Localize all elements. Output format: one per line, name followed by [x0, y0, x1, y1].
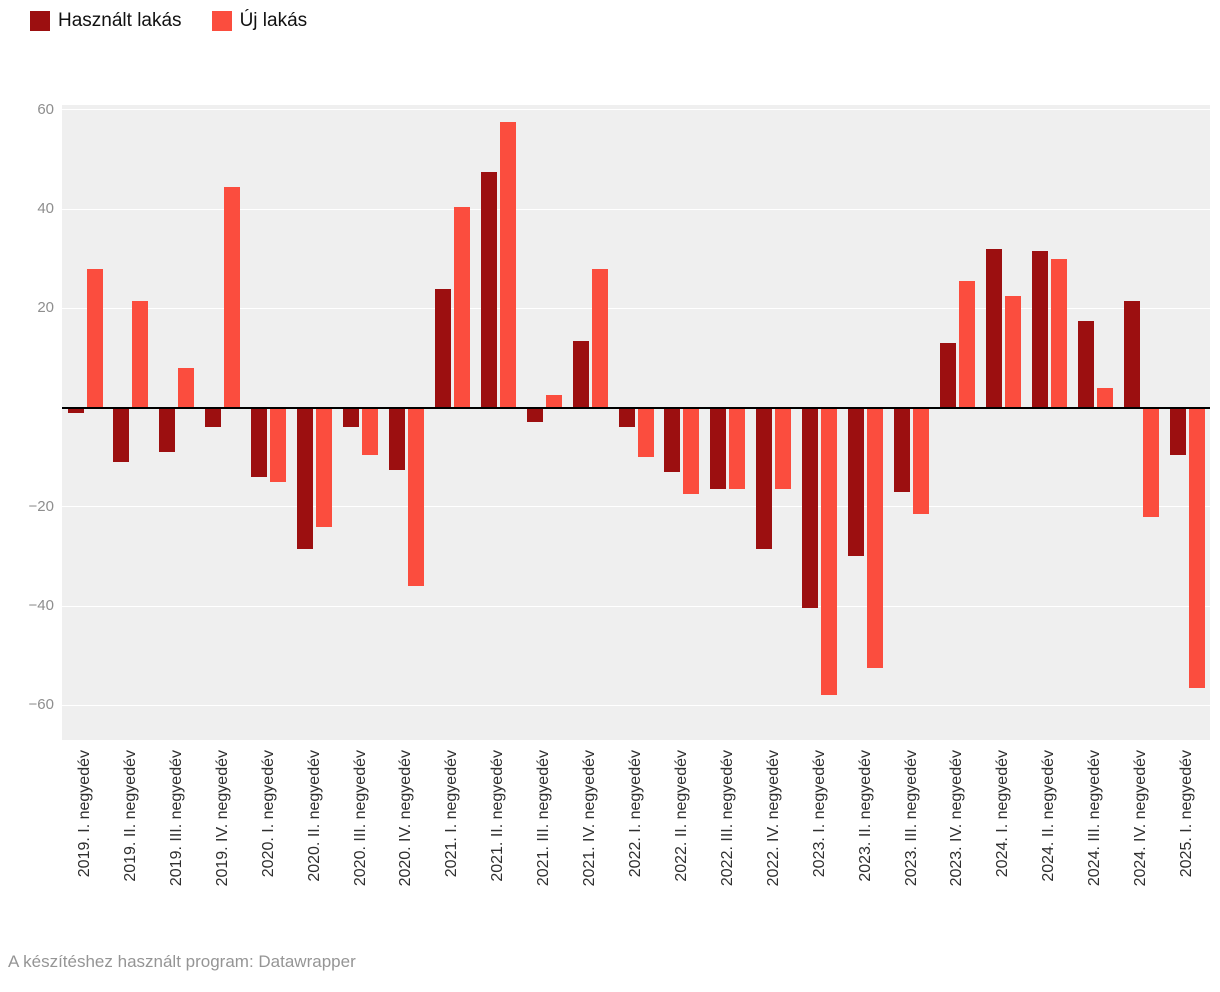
x-tick-label-text: 2020. II. negyedév	[305, 750, 323, 882]
bar-hasznalt-lakas	[710, 407, 727, 490]
bar-hasznalt-lakas	[572, 340, 589, 408]
bar-hasznalt-lakas	[664, 407, 681, 473]
bar-uj-lakas	[453, 206, 470, 408]
y-tick-label: 40	[37, 200, 54, 218]
bar-uj-lakas	[958, 281, 975, 408]
x-tick-label-text: 2019. III. negyedév	[167, 750, 185, 887]
bar-uj-lakas	[1050, 258, 1067, 408]
gridline	[62, 506, 1210, 508]
y-tick-label: −20	[28, 497, 54, 515]
bar-hasznalt-lakas	[526, 407, 543, 423]
bar-hasznalt-lakas	[434, 288, 451, 408]
x-tick-label-text: 2021. I. negyedév	[443, 750, 461, 878]
x-tick-label-text: 2024. I. negyedév	[994, 750, 1012, 878]
bar-uj-lakas	[637, 407, 654, 458]
bar-hasznalt-lakas	[1077, 320, 1094, 408]
bar-uj-lakas	[867, 407, 884, 668]
x-tick-label-text: 2020. IV. negyedév	[397, 750, 415, 887]
bar-uj-lakas	[591, 268, 608, 408]
bar-hasznalt-lakas	[113, 407, 130, 463]
bar-hasznalt-lakas	[894, 407, 910, 492]
x-tick-label-text: 2019. I. negyedév	[76, 750, 93, 878]
bar-uj-lakas	[1142, 407, 1159, 517]
y-tick-label: 20	[37, 299, 54, 317]
gridline	[62, 208, 1210, 210]
attribution-text: A készítéshez használt program: Datawrap…	[8, 952, 356, 971]
legend-label-uj-lakas: Új lakás	[239, 10, 308, 31]
bar-hasznalt-lakas	[205, 407, 222, 428]
bar-uj-lakas	[499, 122, 516, 408]
x-tick-label-text: 2020. III. negyedév	[351, 750, 369, 887]
bar-hasznalt-lakas	[848, 407, 865, 557]
legend-label-hasznalt-lakas: Használt lakás	[58, 10, 182, 31]
bar-uj-lakas	[270, 407, 287, 482]
bar-uj-lakas	[1004, 296, 1021, 408]
bar-hasznalt-lakas	[388, 407, 405, 470]
x-tick-label-text: 2023. II. negyedév	[856, 750, 874, 882]
legend: Használt lakás Új lakás	[30, 10, 307, 32]
legend-swatch-uj-lakas-icon	[211, 11, 232, 31]
x-tick-label-text: 2020. I. negyedév	[259, 750, 277, 878]
legend-item-hasznalt-lakas: Használt lakás	[30, 10, 182, 32]
x-tick-label-text: 2022. II. negyedév	[672, 750, 690, 882]
bar-hasznalt-lakas	[343, 407, 359, 428]
gridline	[62, 704, 1210, 706]
bar-hasznalt-lakas	[1031, 251, 1048, 408]
gridline	[62, 109, 1210, 111]
zero-axis-line	[62, 406, 1210, 409]
bar-hasznalt-lakas	[251, 407, 268, 478]
bar-uj-lakas	[132, 301, 149, 408]
x-tick-label-text: 2023. III. negyedév	[902, 750, 920, 887]
bar-hasznalt-lakas	[939, 343, 956, 408]
x-tick-label-text: 2019. IV. negyedév	[213, 750, 231, 887]
legend-item-uj-lakas: Új lakás	[211, 10, 308, 32]
x-tick-label-text: 2022. IV. negyedév	[764, 750, 782, 887]
x-tick-label-text: 2022. III. negyedév	[718, 750, 736, 887]
bar-hasznalt-lakas	[297, 407, 314, 549]
legend-swatch-hasznalt-lakas-icon	[30, 11, 50, 31]
bar-hasznalt-lakas	[985, 248, 1002, 408]
x-tick-label-text: 2023. IV. negyedév	[948, 750, 966, 887]
x-tick-label-text: 2023. I. negyedév	[810, 750, 828, 878]
y-tick-label: 60	[37, 100, 54, 118]
bar-uj-lakas	[683, 407, 700, 495]
bar-uj-lakas	[86, 268, 103, 408]
x-tick-label-text: 2019. II. negyedév	[121, 750, 139, 882]
bar-hasznalt-lakas	[1123, 301, 1140, 408]
bar-uj-lakas	[775, 407, 792, 490]
y-tick-label: −40	[28, 597, 54, 615]
x-tick-label-text: 2025. I. negyedév	[1178, 750, 1195, 878]
bar-uj-lakas	[913, 407, 929, 515]
bar-hasznalt-lakas	[480, 172, 497, 408]
bar-hasznalt-lakas	[802, 407, 819, 609]
bar-hasznalt-lakas	[67, 407, 84, 413]
bar-hasznalt-lakas	[1169, 407, 1186, 455]
x-tick-label-text: 2021. II. negyedév	[489, 750, 507, 882]
bar-uj-lakas	[178, 367, 195, 408]
bar-uj-lakas	[362, 407, 378, 455]
bar-hasznalt-lakas	[159, 407, 176, 453]
bar-uj-lakas	[407, 407, 424, 587]
gridline	[62, 307, 1210, 309]
x-tick-label-text: 2022. I. negyedév	[627, 750, 644, 878]
x-tick-label-text: 2024. II. negyedév	[1040, 750, 1058, 882]
bar-uj-lakas	[1096, 387, 1113, 408]
bar-uj-lakas	[1188, 407, 1205, 688]
bar-uj-lakas	[224, 186, 241, 408]
x-tick-label-text: 2024. IV. negyedév	[1132, 750, 1150, 887]
bar-hasznalt-lakas	[756, 407, 773, 549]
bar-uj-lakas	[729, 407, 746, 490]
bar-uj-lakas	[821, 407, 838, 696]
x-tick-label-text: 2021. IV. negyedév	[581, 750, 599, 887]
x-tick-label-text: 2024. III. negyedév	[1086, 750, 1104, 887]
bar-hasznalt-lakas	[618, 407, 635, 428]
y-tick-label: −60	[28, 696, 54, 714]
gridline	[62, 605, 1210, 607]
bar-uj-lakas	[545, 395, 562, 408]
x-tick-label-text: 2021. III. negyedév	[535, 750, 553, 887]
bar-uj-lakas	[316, 407, 333, 527]
